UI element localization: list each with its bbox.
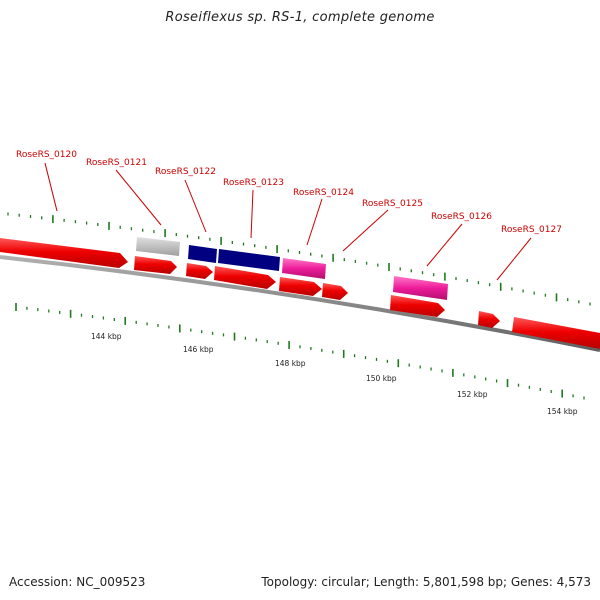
cds-arrow (186, 263, 213, 279)
gene-label: RoseRS_0123 (223, 178, 284, 188)
cds-arrow (214, 266, 276, 289)
cds-arrow (134, 256, 177, 274)
cds-arrow (390, 295, 445, 317)
upper-feature-track (0, 237, 448, 300)
cds-arrow (512, 317, 600, 349)
cds-arrow (0, 238, 128, 268)
kbp-label: 148 kbp (275, 359, 306, 368)
map-title: Roseiflexus sp. RS-1, complete genome (165, 10, 435, 25)
rrna-feature-gray (136, 237, 180, 256)
cds-arrow (478, 311, 500, 328)
cds-arrow (279, 277, 322, 296)
gene-labels: RoseRS_0120 RoseRS_0121 RoseRS_0122 Rose… (16, 150, 562, 235)
kbp-scale-labels: 144 kbp 146 kbp 148 kbp 150 kbp 152 kbp … (91, 332, 578, 416)
outer-tick-row (7, 212, 591, 306)
gene-label: RoseRS_0121 (86, 158, 147, 168)
gene-label: RoseRS_0120 (16, 150, 77, 160)
kbp-label: 146 kbp (183, 345, 214, 354)
kbp-label: 152 kbp (457, 390, 488, 399)
trna-feature-navy (218, 249, 280, 271)
misc-feature-pink (393, 276, 448, 300)
gene-label: RoseRS_0126 (431, 212, 492, 222)
lower-feature-track (134, 256, 600, 349)
accession-text: Accession: NC_009523 (9, 575, 146, 589)
kbp-label: 154 kbp (547, 407, 578, 416)
genome-summary-text: Topology: circular; Length: 5,801,598 bp… (261, 575, 591, 589)
cds-arrow (322, 283, 348, 300)
gene-label: RoseRS_0125 (362, 199, 423, 209)
misc-feature-pink (282, 258, 326, 279)
gene-label-leaders (44, 162, 532, 281)
inner-tick-row (15, 303, 585, 400)
genome-backbone (0, 255, 600, 352)
gene-label: RoseRS_0124 (293, 188, 354, 198)
trna-feature-navy (188, 245, 217, 263)
kbp-label: 144 kbp (91, 332, 122, 341)
gene-label: RoseRS_0127 (501, 225, 562, 235)
kbp-label: 150 kbp (366, 374, 397, 383)
gene-label: RoseRS_0122 (155, 167, 216, 177)
